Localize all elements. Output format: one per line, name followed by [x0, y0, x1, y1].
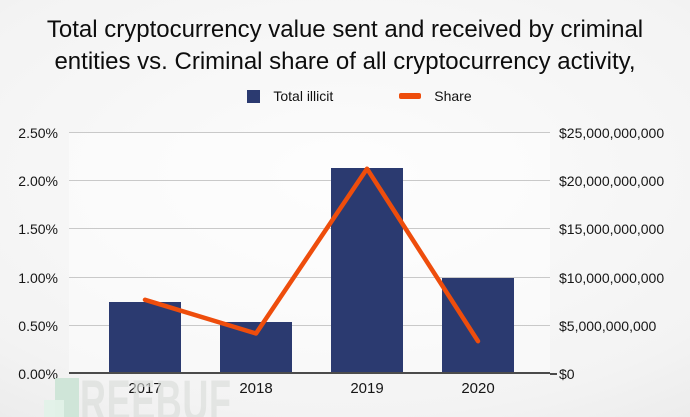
- freebuf-logo-icon: [44, 377, 80, 417]
- right-axis-tick-label: $20,000,000,000: [559, 173, 665, 190]
- legend-item-total-illicit: Total illicit: [247, 88, 333, 104]
- right-axis-tick-label: $0: [559, 366, 575, 382]
- right-axis-usd: $0 $5,000,000,000 $10,000,000,000 $15,000,0…: [559, 125, 687, 382]
- plot-area: [69, 132, 550, 374]
- share-line: [142, 166, 481, 344]
- chart-title: Total cryptocurrency value sent and rece…: [0, 14, 690, 78]
- bar-2017: [109, 301, 181, 374]
- x-axis-baseline: [69, 372, 550, 374]
- bar-series-swatch-icon: [247, 89, 261, 103]
- freebuf-watermark: REEBUF: [44, 369, 324, 417]
- gridline: [69, 180, 550, 182]
- x-axis-label-2018: 2018: [239, 380, 273, 397]
- left-axis-tick-label: 0.00%: [18, 366, 58, 382]
- left-axis-tick-label: 0.50%: [18, 317, 58, 334]
- x-axis-label-2019: 2019: [350, 380, 384, 397]
- chart-title-line1: Total cryptocurrency value sent and rece…: [46, 16, 644, 43]
- legend-item-share: Share: [399, 88, 472, 104]
- share-line-chart: [142, 166, 481, 344]
- bar-2020: [442, 277, 514, 374]
- legend-label-share: Share: [434, 88, 472, 104]
- x-axis-label-2020: 2020: [461, 380, 495, 397]
- left-axis-tick-label: 2.00%: [18, 173, 58, 190]
- x-axis-years: 2017 2018 2019 2020: [69, 380, 550, 402]
- gridline: [69, 276, 550, 278]
- left-axis-tick-label: 2.50%: [18, 125, 58, 141]
- x-axis-label-2017: 2017: [128, 380, 162, 397]
- line-series-swatch-icon: [399, 93, 422, 99]
- right-axis-tick-label: $10,000,000,000: [559, 269, 665, 286]
- legend-label-total-illicit: Total illicit: [273, 88, 334, 104]
- freebuf-watermark-text: REEBUF: [80, 369, 232, 417]
- left-axis-tick-label: 1.00%: [18, 269, 58, 286]
- chart-title-line2: entities vs. Criminal share of all crypt…: [54, 48, 636, 75]
- left-axis-percent: 0.00% 0.50% 1.00% 1.50% 2.00% 2.50%: [0, 125, 59, 382]
- baseline-tick-extension: [550, 373, 557, 375]
- gridline: [69, 132, 550, 133]
- right-axis-tick-label: $15,000,000,000: [559, 221, 665, 238]
- left-axis-tick-label: 1.50%: [18, 221, 58, 238]
- chart-legend: Total illicit Share: [29, 88, 690, 104]
- gridline: [69, 228, 550, 230]
- gridline: [69, 324, 550, 326]
- right-axis-tick-label: $25,000,000,000: [559, 125, 665, 141]
- right-axis-tick-label: $5,000,000,000: [559, 317, 657, 334]
